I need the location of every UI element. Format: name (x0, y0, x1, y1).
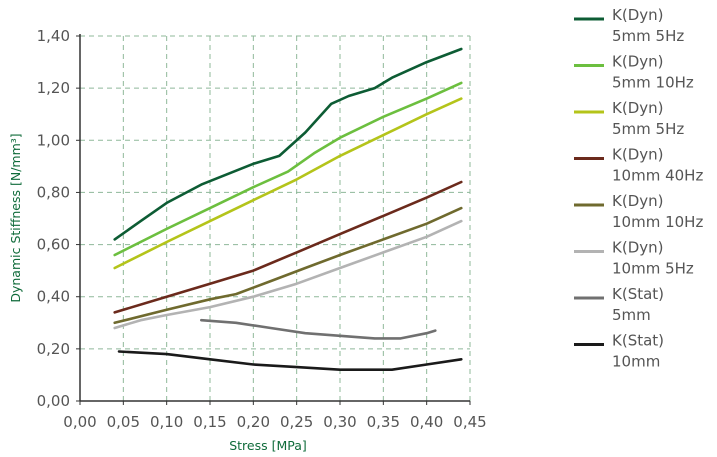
y-tick-label: 0,60 (37, 236, 70, 254)
series-line-3 (113, 97, 463, 270)
y-tick-label: 1,20 (37, 79, 70, 97)
series-line-5 (113, 206, 463, 325)
legend-label-4: K(Dyn) 10mm 40Hz (612, 146, 703, 185)
y-tick-label: 0,40 (37, 288, 70, 306)
legend-label-line: 5mm (612, 306, 651, 324)
x-tick-label: 0,10 (150, 413, 183, 431)
legend: K(Dyn) 5mm 5Hz K(Dyn) 5mm 10Hz K(Dyn) 5mm 5Hz… (574, 6, 703, 371)
legend-label-line: 10mm 10Hz (612, 213, 703, 231)
legend-label-line: K(Dyn) (612, 53, 663, 71)
legend-label-2: K(Dyn) 5mm 10Hz (612, 53, 694, 92)
series-line-2 (113, 81, 463, 257)
y-tick-label: 0,20 (37, 340, 70, 358)
y-axis-title: Dynamic Stiffness [N/mm³] (8, 133, 23, 302)
legend-label-line: K(Dyn) (612, 6, 663, 24)
legend-label-line: 10mm 40Hz (612, 167, 703, 185)
axes (76, 34, 471, 405)
series-line-6 (113, 219, 463, 330)
x-axis-title: Stress [MPa] (229, 438, 307, 453)
y-tick-label: 0,80 (37, 183, 70, 201)
legend-label-1: K(Dyn) 5mm 5Hz (612, 6, 684, 45)
legend-label-line: 5mm 5Hz (612, 27, 684, 45)
x-tick-label: 0,30 (323, 413, 356, 431)
data-series (113, 47, 463, 371)
legend-label-line: K(Dyn) (612, 99, 663, 117)
x-tick-label: 0,40 (410, 413, 443, 431)
legend-label-line: 10mm 5Hz (612, 260, 694, 278)
legend-label-line: K(Dyn) (612, 146, 663, 164)
grid-lines (80, 35, 471, 401)
x-tick-label: 0,25 (280, 413, 313, 431)
legend-label-line: K(Dyn) (612, 239, 663, 257)
y-tick-label: 1,40 (37, 27, 70, 45)
y-tick-label: 1,00 (37, 131, 70, 149)
x-tick-label: 0,00 (63, 413, 96, 431)
legend-label-3: K(Dyn) 5mm 5Hz (612, 99, 684, 138)
x-tick-label: 0,20 (237, 413, 270, 431)
legend-label-line: K(Dyn) (612, 192, 663, 210)
x-tick-label: 0,15 (193, 413, 226, 431)
legend-label-line: 5mm 10Hz (612, 74, 694, 92)
x-tick-label: 0,05 (107, 413, 140, 431)
legend-label-line: 5mm 5Hz (612, 120, 684, 138)
legend-label-7: K(Stat) 5mm (612, 285, 664, 324)
tick-labels: 0,00 0,05 0,10 0,15 0,20 0,25 0,30 0,35 0,40 0,45… (37, 27, 487, 431)
series-line-1 (113, 47, 463, 241)
legend-label-line: 10mm (612, 353, 660, 371)
legend-label-8: K(Stat) 10mm (612, 332, 664, 371)
x-tick-label: 0,45 (453, 413, 486, 431)
series-line-8 (117, 350, 463, 371)
x-tick-label: 0,35 (367, 413, 400, 431)
legend-label-line: K(Stat) (612, 332, 664, 350)
series-line-7 (200, 318, 437, 340)
legend-label-6: K(Dyn) 10mm 5Hz (612, 239, 694, 278)
legend-label-5: K(Dyn) 10mm 10Hz (612, 192, 703, 231)
y-tick-label: 0,00 (37, 392, 70, 410)
legend-label-line: K(Stat) (612, 285, 664, 303)
series-line-4 (113, 180, 463, 314)
